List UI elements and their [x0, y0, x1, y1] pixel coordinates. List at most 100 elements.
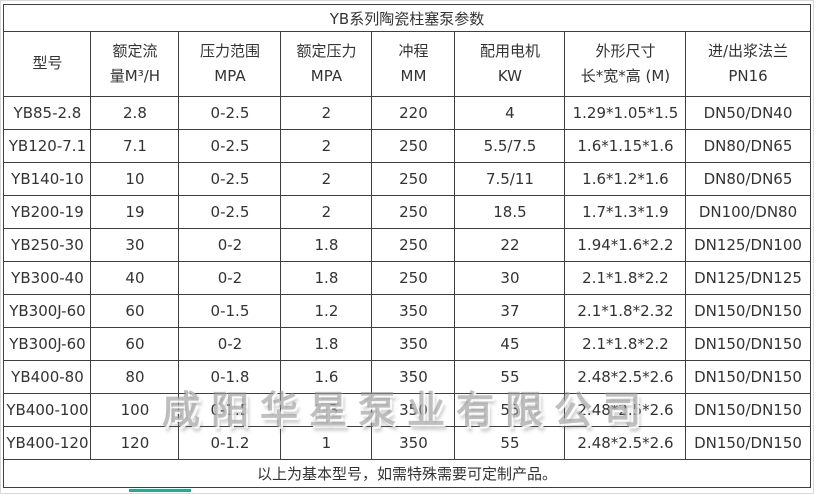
table-cell: YB400-120 [3, 426, 92, 460]
table-cell: DN125/DN125 [685, 261, 811, 295]
table-cell: 1.8 [280, 327, 373, 361]
table-cell: 0-2.5 [178, 162, 282, 196]
column-header-line2: 量M³/H [109, 67, 161, 85]
column-header-line2: MPA [310, 67, 343, 85]
table-cell: 2 [280, 129, 373, 163]
table-cell: DN150/DN150 [685, 327, 811, 361]
table-body: YB85-2.8 2.8 0-2.5 2 220 4 1.29*1.05*1.5 DN50/D… [3, 96, 811, 460]
table-cell: 0-2.5 [178, 195, 282, 229]
table-cell: 0-1.5 [178, 393, 282, 427]
table-cell: 60 [90, 294, 180, 328]
table-row: YB400-100 100 0-1.5 1.3 350 55 2.48*2.5*2.6 DN1… [3, 393, 811, 427]
table-cell: 1.2 [280, 294, 373, 328]
column-header-line2: PN16 [728, 67, 768, 85]
table-cell: 1.7*1.3*1.9 [564, 195, 687, 229]
table-cell: 2.1*1.8*2.2 [564, 261, 687, 295]
table-cell: 22 [454, 228, 566, 262]
table-cell: 30 [454, 261, 566, 295]
table-cell: 350 [371, 426, 456, 460]
table-cell: 250 [371, 261, 456, 295]
table-cell: 18.5 [454, 195, 566, 229]
table-cell: 250 [371, 129, 456, 163]
table-cell: 0-2 [178, 228, 282, 262]
table-cell: 1.29*1.05*1.5 [564, 96, 687, 130]
table-title: YB系列陶瓷柱塞泵参数 [3, 4, 811, 32]
table-cell: 1.8 [280, 228, 373, 262]
table-cell: 0-2 [178, 261, 282, 295]
column-header-line2: KW [497, 67, 523, 85]
green-underline [129, 489, 191, 492]
table-cell: 45 [454, 327, 566, 361]
table-cell: 220 [371, 96, 456, 130]
table-row: YB300J-60 60 0-2 1.8 350 45 2.1*1.8*2.2 DN150/D… [3, 327, 811, 361]
table-cell: 250 [371, 195, 456, 229]
table-cell: DN125/DN100 [685, 228, 811, 262]
table-cell: DN150/DN150 [685, 393, 811, 427]
table-cell: DN100/DN80 [685, 195, 811, 229]
table-cell: 40 [90, 261, 180, 295]
column-header-line2: MPA [214, 67, 246, 85]
table-cell: 0-1.8 [178, 360, 282, 394]
table-cell: 7.5/11 [454, 162, 566, 196]
column-header: 冲程 MM [371, 31, 456, 97]
table-cell: YB300-40 [3, 261, 92, 295]
table-cell: 1.6 [280, 360, 373, 394]
table-row: YB250-30 30 0-2 1.8 250 22 1.94*1.6*2.2 DN125/D… [3, 228, 811, 262]
column-header-line2: 长*宽*高 (M) [580, 67, 671, 85]
table-cell: 4 [454, 96, 566, 130]
table-cell: 2.8 [90, 96, 180, 130]
table-cell: 1.3 [280, 393, 373, 427]
table-cell: YB120-7.1 [3, 129, 92, 163]
table-cell: 55 [454, 393, 566, 427]
table-cell: YB400-100 [3, 393, 92, 427]
table-row: YB400-80 80 0-1.8 1.6 350 55 2.48*2.5*2.6 DN150… [3, 360, 811, 394]
table-cell: 1.94*1.6*2.2 [564, 228, 687, 262]
table-cell: 250 [371, 228, 456, 262]
column-header-line1: 外形尺寸 [595, 41, 656, 60]
table-row: YB300-40 40 0-2 1.8 250 30 2.1*1.8*2.2 DN125/DN… [3, 261, 811, 295]
table-cell: YB300J-60 [3, 294, 92, 328]
table-cell: 55 [454, 426, 566, 460]
column-header-line2: MM [400, 67, 427, 85]
table-cell: 10 [90, 162, 180, 196]
table-cell: DN50/DN40 [685, 96, 811, 130]
table-cell: 350 [371, 360, 456, 394]
footer-row: 以上为基本型号，如需特殊需要可定制产品。 [3, 459, 811, 488]
table-cell: YB400-80 [3, 360, 92, 394]
table-cell: 120 [90, 426, 180, 460]
table-cell: 80 [90, 360, 180, 394]
column-header: 进/出浆法兰 PN16 [685, 31, 811, 97]
table-cell: YB300J-60 [3, 327, 92, 361]
table-cell: DN150/DN150 [685, 426, 811, 460]
pump-spec-table: YB系列陶瓷柱塞泵参数 型号 额定流 量M³/H 压力范围 MPA 额定压力 MPA 冲程 MM… [3, 4, 811, 488]
column-header-line1: 冲程 [398, 41, 429, 60]
column-header: 压力范围 MPA [178, 31, 282, 97]
table-cell: 19 [90, 195, 180, 229]
table-row: YB400-120 120 0-1.2 1 350 55 2.48*2.5*2.6 DN150… [3, 426, 811, 460]
table-cell: 2.1*1.8*2.2 [564, 327, 687, 361]
column-header: 配用电机 KW [454, 31, 566, 97]
table-cell: 350 [371, 294, 456, 328]
table-cell: 0-2 [178, 327, 282, 361]
table-cell: 7.1 [90, 129, 180, 163]
table-cell: 1 [280, 426, 373, 460]
table-cell: YB250-30 [3, 228, 92, 262]
column-header: 额定压力 MPA [280, 31, 373, 97]
table-cell: 2 [280, 195, 373, 229]
table-cell: 0-2.5 [178, 96, 282, 130]
table-cell: 350 [371, 327, 456, 361]
table-cell: YB140-10 [3, 162, 92, 196]
table-cell: 2.48*2.5*2.6 [564, 393, 687, 427]
table-row: YB140-10 10 0-2.5 2 250 7.5/11 1.6*1.2*1.6 DN80… [3, 162, 811, 196]
table-cell: YB200-19 [3, 195, 92, 229]
table-cell: DN150/DN150 [685, 294, 811, 328]
column-header-line1: 额定压力 [296, 41, 357, 60]
table-cell: DN80/DN65 [685, 129, 811, 163]
column-header-line1: 配用电机 [479, 41, 540, 60]
table-cell: 2 [280, 162, 373, 196]
column-header: 外形尺寸长*宽*高 (M) [564, 31, 687, 97]
table-cell: 350 [371, 393, 456, 427]
column-header-line1: 型号 [32, 54, 63, 73]
table-cell: 37 [454, 294, 566, 328]
